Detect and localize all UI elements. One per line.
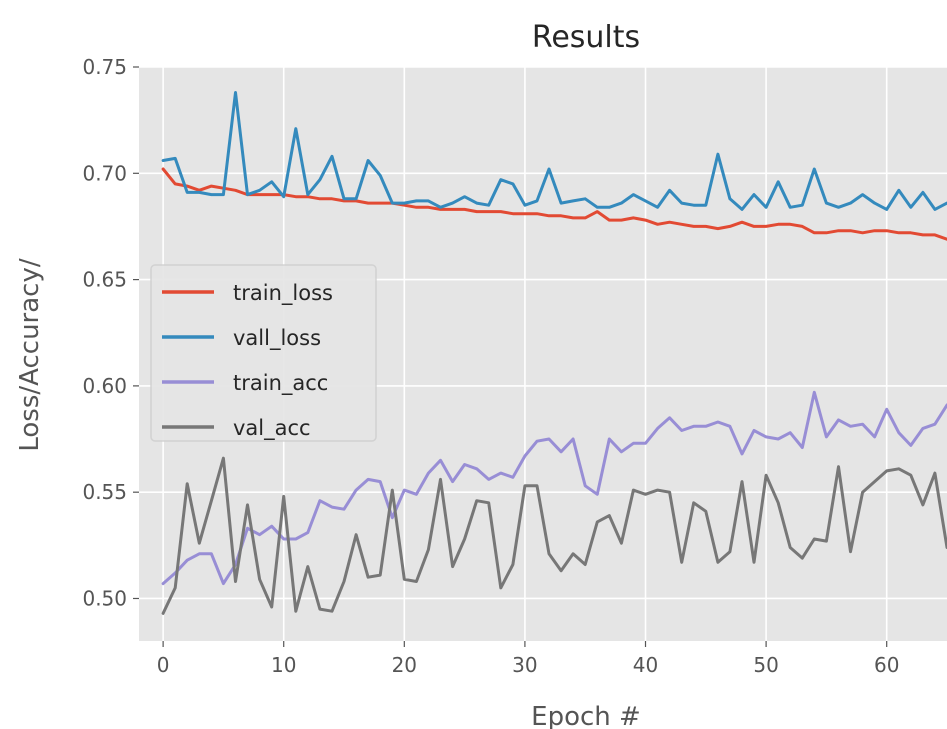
- x-tick-label: 50: [753, 653, 778, 677]
- x-tick-label: 10: [271, 653, 296, 677]
- axis-ticks: 0 10 20 30 40 50 60 0.50 0.55 0.60 0.65 0.70 0.75: [82, 55, 899, 677]
- y-tick-label: 0.60: [82, 374, 127, 398]
- series-line-train-acc: [161, 390, 947, 586]
- x-tick-label: 0: [157, 653, 170, 677]
- y-tick-label: 0.55: [82, 480, 127, 504]
- series-line-vall-loss: [161, 91, 947, 211]
- x-axis-label: Epoch #: [531, 702, 641, 729]
- series-lines: [161, 91, 947, 615]
- y-tick-label: 0.65: [82, 268, 127, 292]
- y-tick-label: 0.70: [82, 161, 127, 185]
- legend-box: [150, 264, 377, 442]
- x-tick-label: 40: [633, 653, 658, 677]
- series-line-train-loss: [161, 167, 947, 241]
- chart-title: Results: [532, 20, 640, 55]
- x-tick-label: 20: [392, 653, 417, 677]
- y-axis-label: Loss/Accuracy/: [15, 258, 45, 451]
- series-line-val-acc: [161, 456, 947, 615]
- legend-label-val-acc: val_acc: [233, 416, 311, 441]
- y-tick-label: 0.50: [82, 586, 127, 610]
- legend-label-train-loss: train_loss: [233, 281, 333, 306]
- legend-label-train-acc: train_acc: [233, 371, 328, 396]
- legend-label-vall-loss: vall_loss: [233, 326, 321, 351]
- legend: train_loss vall_loss train_acc val_acc: [150, 264, 377, 442]
- y-tick-label: 0.75: [82, 55, 127, 79]
- x-tick-label: 60: [874, 653, 899, 677]
- x-tick-label: 30: [512, 653, 537, 677]
